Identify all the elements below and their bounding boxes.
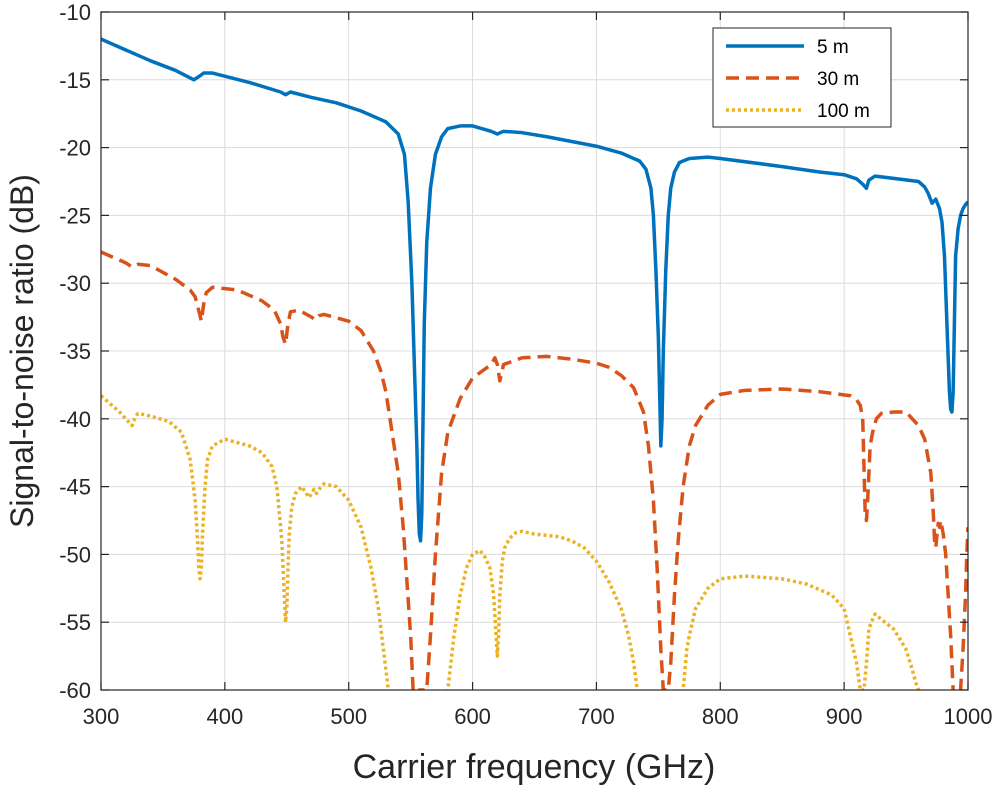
legend-label-100m: 100 m [817, 101, 870, 122]
legend-label-5m: 5 m [817, 37, 849, 58]
tick-marks [100, 11, 969, 691]
x-tick-label: 1000 [944, 704, 993, 729]
x-tick-labels: 300 400 500 600 700 800 900 1000 [83, 704, 993, 729]
legend-label-30m: 30 m [817, 69, 859, 90]
y-tick-label: -50 [59, 542, 91, 567]
series-layer [101, 37, 968, 690]
series-line-30m [101, 250, 968, 690]
y-tick-label: -55 [59, 610, 91, 635]
x-tick-label: 300 [83, 704, 120, 729]
x-tick-label: 800 [702, 704, 739, 729]
y-tick-labels: -10 -15 -20 -25 -30 -35 -40 -45 -50 -55 -60 [59, 0, 91, 703]
y-axis-label: Signal-to-noise ratio (dB) [4, 174, 40, 528]
y-tick-label: -20 [59, 136, 91, 161]
y-tick-label: -10 [59, 0, 91, 25]
series-line-5m [101, 37, 968, 543]
x-tick-label: 700 [578, 704, 615, 729]
x-axis-label: Carrier frequency (GHz) [353, 748, 716, 786]
y-tick-label: -45 [59, 475, 91, 500]
x-tick-label: 400 [206, 704, 243, 729]
x-tick-label: 600 [454, 704, 491, 729]
y-tick-label: -40 [59, 407, 91, 432]
y-tick-label: -35 [59, 339, 91, 364]
y-tick-label: -60 [59, 678, 91, 703]
y-tick-label: -15 [59, 68, 91, 93]
x-tick-label: 500 [330, 704, 367, 729]
series-line-100m [101, 394, 921, 690]
x-tick-label: 900 [826, 704, 863, 729]
y-tick-label: -25 [59, 203, 91, 228]
legend: 5 m 30 m 100 m [712, 27, 892, 128]
y-tick-label: -30 [59, 271, 91, 296]
